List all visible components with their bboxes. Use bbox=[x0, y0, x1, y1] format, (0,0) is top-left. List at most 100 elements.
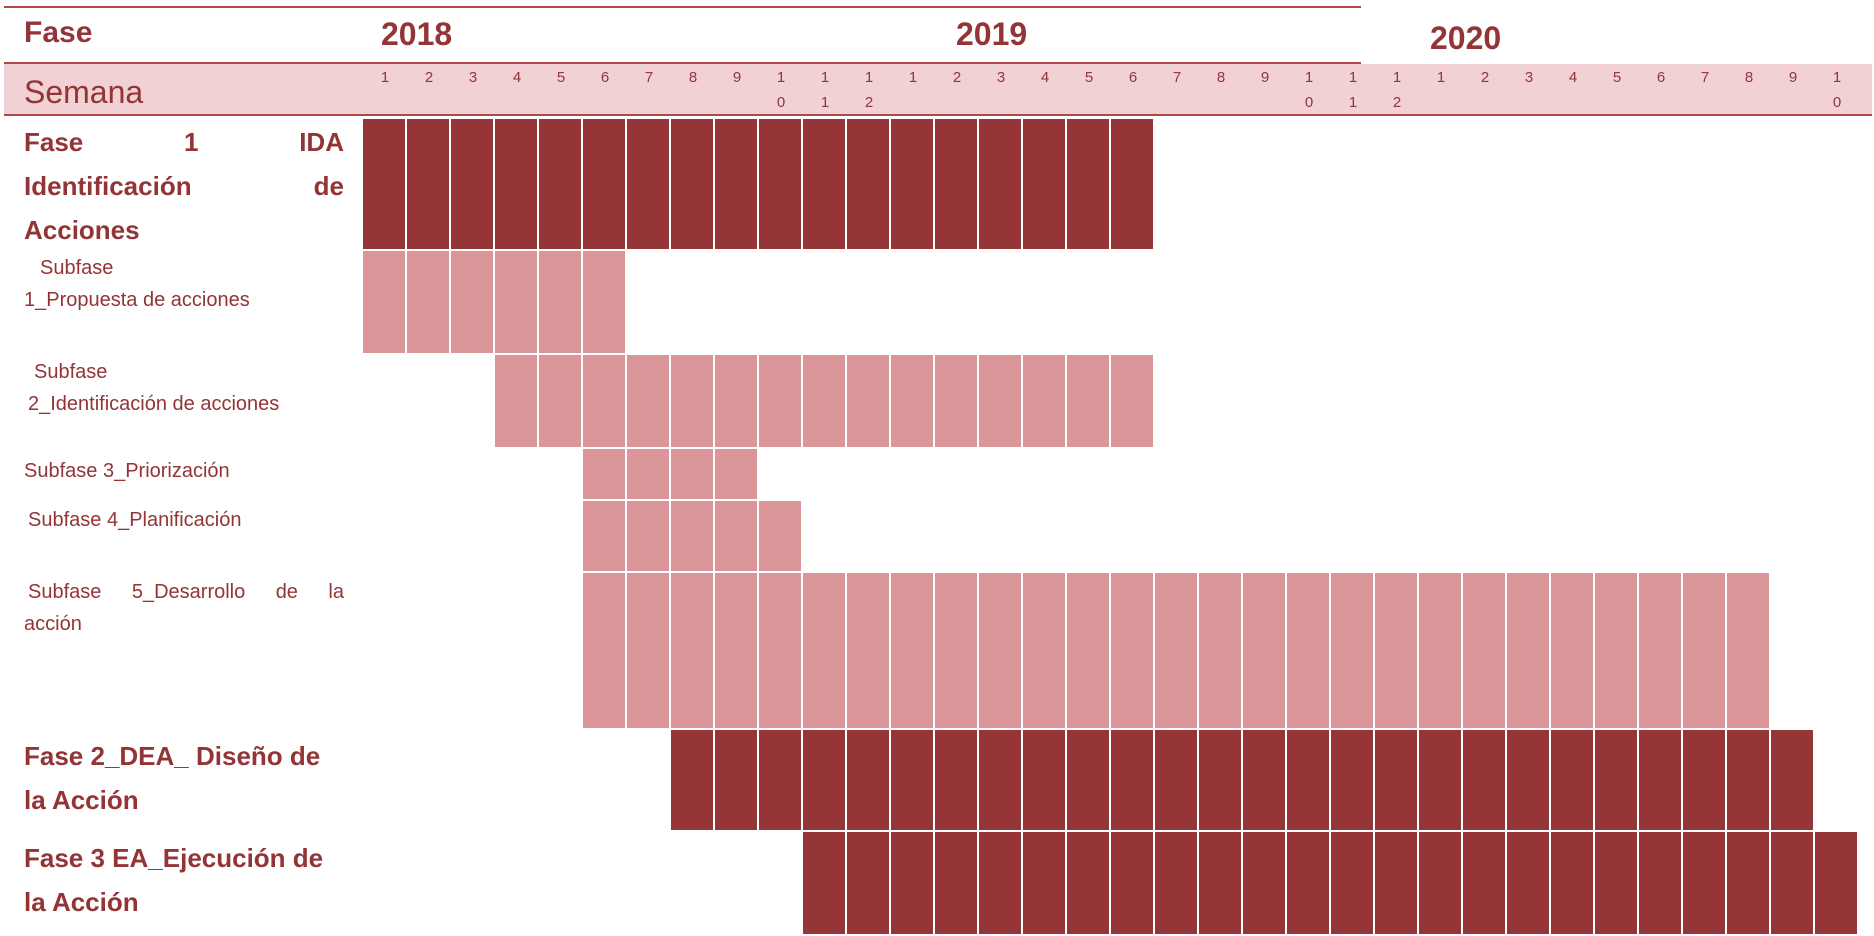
gantt-cell bbox=[671, 449, 715, 501]
gantt-cell bbox=[583, 573, 627, 730]
gantt-cell bbox=[1331, 832, 1375, 936]
gantt-cell bbox=[935, 355, 979, 449]
gantt-cell bbox=[1595, 573, 1639, 730]
gantt-cell bbox=[979, 119, 1023, 251]
gantt-cell bbox=[671, 355, 715, 449]
year-2018-label: 2018 bbox=[381, 16, 453, 52]
gantt-cell bbox=[583, 119, 627, 251]
gantt-cell bbox=[1331, 730, 1375, 832]
row-label-word: Fase bbox=[24, 127, 84, 157]
row-label-line: la Acción bbox=[24, 880, 344, 924]
row-label: Subfase 2_Identificación de acciones bbox=[24, 356, 344, 420]
row-label-line: 2_Identificación de acciones bbox=[24, 388, 344, 420]
week-number: 8 bbox=[1744, 69, 1754, 86]
row-label-line: la Acción bbox=[24, 778, 344, 822]
row-label-line: Subfase 3_Priorización bbox=[24, 455, 344, 487]
gantt-cell bbox=[803, 832, 847, 936]
gantt-cell bbox=[1463, 730, 1507, 832]
gantt-cell bbox=[1727, 573, 1771, 730]
fase-header-label: Fase bbox=[24, 16, 93, 49]
row-label: Fase 1 IDA Identificación de Acciones bbox=[24, 120, 344, 252]
row-label-word: la Acción bbox=[24, 887, 139, 917]
gantt-cell bbox=[1331, 573, 1375, 730]
semana-band-right bbox=[1361, 64, 1872, 114]
week-number: 9 bbox=[1788, 69, 1798, 86]
row-label-word: la Acción bbox=[24, 785, 139, 815]
row-label-line: acción bbox=[24, 608, 344, 640]
gantt-cell bbox=[495, 251, 539, 355]
gantt-cell bbox=[671, 573, 715, 730]
gantt-cell bbox=[1595, 730, 1639, 832]
gantt-cell bbox=[363, 251, 407, 355]
gantt-cell bbox=[1551, 730, 1595, 832]
gantt-cell bbox=[715, 119, 759, 251]
gantt-cell bbox=[495, 119, 539, 251]
row-label: Subfase 1_Propuesta de acciones bbox=[24, 252, 344, 316]
row-label-word: Identificación bbox=[24, 171, 192, 201]
gantt-cell bbox=[1419, 832, 1463, 936]
week-number: 8 bbox=[688, 69, 698, 86]
row-label-line: Fase 2_DEA_ Diseño de bbox=[24, 734, 344, 778]
gantt-cell bbox=[715, 355, 759, 449]
gantt-cell bbox=[627, 501, 671, 573]
gantt-cell bbox=[803, 730, 847, 832]
gantt-cell bbox=[979, 730, 1023, 832]
row-label-line: Subfase bbox=[24, 356, 344, 388]
gantt-cell bbox=[539, 251, 583, 355]
row-label-word: de bbox=[313, 171, 344, 201]
gantt-cell bbox=[759, 730, 803, 832]
gantt-cell bbox=[803, 355, 847, 449]
gantt-cell bbox=[671, 730, 715, 832]
gantt-cell bbox=[1023, 573, 1067, 730]
gantt-cell bbox=[1375, 730, 1419, 832]
gantt-cell bbox=[1023, 832, 1067, 936]
week-number: 4 bbox=[512, 69, 522, 86]
gantt-cell bbox=[891, 730, 935, 832]
gantt-cell bbox=[1507, 573, 1551, 730]
year-2019-label: 2019 bbox=[956, 16, 1028, 52]
gantt-cell bbox=[1419, 730, 1463, 832]
gantt-cell bbox=[1683, 832, 1727, 936]
gantt-cell bbox=[627, 573, 671, 730]
gantt-cell bbox=[847, 730, 891, 832]
week-number: 2 bbox=[1480, 69, 1490, 86]
gantt-cell bbox=[627, 119, 671, 251]
week-number: 6 bbox=[1656, 69, 1666, 86]
row-label-word: 1 bbox=[184, 127, 199, 157]
row-label-word: Subfase 4_Planificación bbox=[28, 509, 242, 531]
gantt-cell bbox=[1815, 832, 1859, 936]
gantt-cell bbox=[1375, 573, 1419, 730]
week-number: 3 bbox=[996, 69, 1006, 86]
gantt-cell bbox=[451, 119, 495, 251]
gantt-cell bbox=[1023, 355, 1067, 449]
row-label-line: Subfase bbox=[24, 252, 344, 284]
gantt-cell bbox=[1067, 573, 1111, 730]
gantt-cell bbox=[1023, 730, 1067, 832]
row-label-word: Subfase bbox=[28, 581, 102, 603]
week-number: 3 bbox=[1524, 69, 1534, 86]
gantt-cell bbox=[1111, 355, 1155, 449]
week-number: 7 bbox=[1172, 69, 1182, 86]
gantt-cell bbox=[759, 119, 803, 251]
week-number: 6 bbox=[1128, 69, 1138, 86]
week-number: 4 bbox=[1040, 69, 1050, 86]
gantt-cell bbox=[1287, 832, 1331, 936]
week-number: 1 bbox=[1436, 69, 1446, 86]
header-top-rule bbox=[4, 6, 1361, 8]
gantt-cell bbox=[1419, 573, 1463, 730]
gantt-cell bbox=[1639, 730, 1683, 832]
gantt-cell bbox=[715, 449, 759, 501]
row-label-line: Fase 3 EA_Ejecución de bbox=[24, 836, 344, 880]
gantt-cell bbox=[1067, 119, 1111, 251]
gantt-cell bbox=[891, 832, 935, 936]
gantt-cell bbox=[1639, 573, 1683, 730]
gantt-cell bbox=[539, 119, 583, 251]
row-label-word: Fase 2_DEA_ Diseño de bbox=[24, 741, 321, 771]
week-number: 9 bbox=[732, 69, 742, 86]
row-label-word: IDA bbox=[299, 127, 344, 157]
gantt-cell bbox=[935, 119, 979, 251]
week-number: 3 bbox=[468, 69, 478, 86]
gantt-cell bbox=[1111, 119, 1155, 251]
gantt-cell bbox=[803, 573, 847, 730]
week-number-second-digit: 0 bbox=[1832, 94, 1842, 111]
